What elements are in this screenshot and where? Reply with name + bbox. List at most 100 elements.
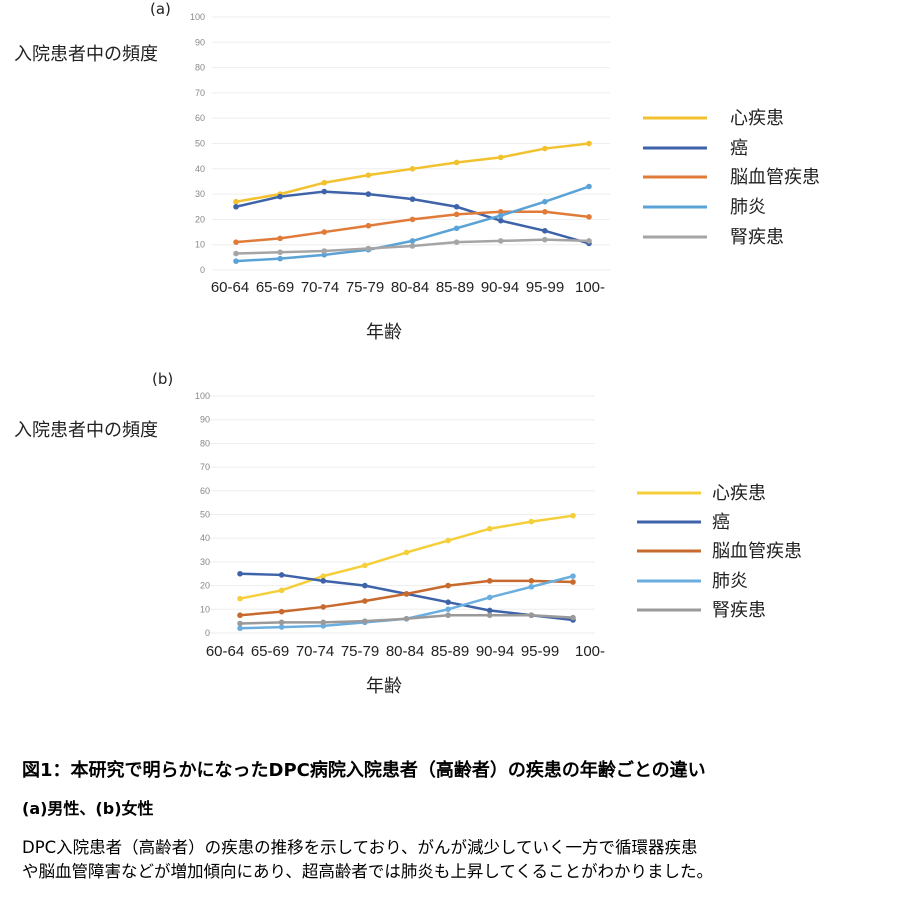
caption-body-line2: や脳血管障害などが増加傾向にあり、超高齢者では肺炎も上昇してくることがわかりまし… xyxy=(22,862,714,881)
x-axis-label-b: 年齢 xyxy=(366,676,402,697)
y-tick-label: 50 xyxy=(200,510,210,520)
legend-label: 癌 xyxy=(730,138,748,159)
data-point xyxy=(445,582,451,589)
series-line-2 xyxy=(235,210,590,244)
x-tick-label: 85-89 xyxy=(431,643,469,660)
data-point xyxy=(362,562,368,569)
legend-label: 心疾患 xyxy=(712,483,766,504)
data-point xyxy=(486,612,493,619)
data-point xyxy=(570,573,576,579)
panel-label-b: (b) xyxy=(152,370,174,388)
x-tick-label: 95-99 xyxy=(526,279,564,296)
data-point xyxy=(497,217,504,224)
legend-label: 腎疾患 xyxy=(730,227,784,248)
caption-body-line1: DPC入院患者（高齢者）の疾患の推移を示しており、がんが減少していく一方で循環器… xyxy=(22,838,698,857)
x-tick-label: 70-74 xyxy=(301,279,339,296)
data-point xyxy=(233,250,239,257)
x-tick-label: 60-64 xyxy=(206,643,244,660)
y-tick-label: 60 xyxy=(195,113,205,123)
data-point xyxy=(321,179,328,186)
data-point xyxy=(365,222,372,229)
legend-label: 心疾患 xyxy=(730,108,784,129)
legend-label: 癌 xyxy=(712,512,730,533)
data-point xyxy=(278,608,285,615)
data-point xyxy=(362,598,368,604)
y-tick-label: 100 xyxy=(195,391,210,401)
data-point xyxy=(321,248,328,254)
caption-title: 図1：本研究で明らかになったDPC病院入院患者（高齢者）の疾患の年齢ごとの違い xyxy=(22,760,706,781)
x-tick-label: 100- xyxy=(575,643,605,660)
x-tick-label: 80-84 xyxy=(386,643,424,660)
data-point xyxy=(321,229,328,235)
data-point xyxy=(445,606,451,613)
data-point xyxy=(570,614,576,621)
data-point xyxy=(278,587,285,594)
data-point xyxy=(277,193,283,200)
data-point xyxy=(453,225,460,232)
legend-label: 肺炎 xyxy=(730,197,766,218)
legend-label: 肺炎 xyxy=(712,571,748,592)
data-point xyxy=(542,198,548,205)
y-tick-label: 20 xyxy=(195,214,205,224)
data-point xyxy=(237,625,243,632)
data-point xyxy=(486,607,493,614)
data-point xyxy=(409,243,416,249)
data-point xyxy=(528,578,535,584)
data-point xyxy=(497,238,504,244)
y-tick-label: 30 xyxy=(195,189,205,199)
data-point xyxy=(409,238,416,244)
data-point xyxy=(403,615,410,622)
data-point xyxy=(365,172,372,178)
data-point xyxy=(445,537,451,544)
data-point xyxy=(528,518,535,525)
data-point xyxy=(570,512,576,519)
data-point xyxy=(542,209,548,215)
data-point xyxy=(486,525,493,532)
data-point xyxy=(403,591,410,597)
x-tick-label: 80-84 xyxy=(391,279,429,296)
data-point xyxy=(278,624,285,630)
data-point xyxy=(365,245,372,252)
data-point xyxy=(320,619,327,626)
data-point xyxy=(409,216,416,223)
data-point xyxy=(237,570,243,577)
data-point xyxy=(321,188,328,195)
x-tick-label: 70-74 xyxy=(296,643,334,660)
y-tick-label: 100 xyxy=(190,12,205,22)
y-tick-label: 90 xyxy=(195,37,205,47)
data-point xyxy=(320,604,327,610)
x-tick-label: 85-89 xyxy=(436,279,474,296)
y-tick-label: 10 xyxy=(195,240,205,250)
y-tick-label: 10 xyxy=(200,604,210,614)
data-point xyxy=(320,573,327,579)
data-point xyxy=(277,235,283,242)
legend-label: 脳血管疾患 xyxy=(730,167,820,188)
data-point xyxy=(542,227,548,234)
x-tick-label: 65-69 xyxy=(256,279,294,296)
data-point xyxy=(278,572,285,578)
x-tick-label: 90-94 xyxy=(481,279,519,296)
series-line-0 xyxy=(235,142,590,203)
data-point xyxy=(528,583,535,590)
data-point xyxy=(362,582,368,589)
y-tick-label: 30 xyxy=(200,557,210,567)
x-tick-label: 100- xyxy=(575,279,605,296)
x-tick-label: 90-94 xyxy=(476,643,514,660)
data-point xyxy=(453,211,460,218)
data-point xyxy=(445,612,451,619)
data-point xyxy=(586,183,592,190)
panel-label-a: (a) xyxy=(150,0,171,18)
data-point xyxy=(409,196,416,202)
data-point xyxy=(237,612,243,619)
data-point xyxy=(237,620,243,627)
data-point xyxy=(365,191,372,197)
data-point xyxy=(233,258,239,264)
data-point xyxy=(233,239,239,245)
y-tick-label: 0 xyxy=(200,265,205,275)
x-tick-label: 60-64 xyxy=(211,279,249,296)
data-point xyxy=(542,145,548,152)
x-tick-label: 65-69 xyxy=(251,643,289,660)
data-point xyxy=(497,212,504,219)
y-tick-label: 40 xyxy=(200,533,210,543)
data-point xyxy=(453,159,460,166)
